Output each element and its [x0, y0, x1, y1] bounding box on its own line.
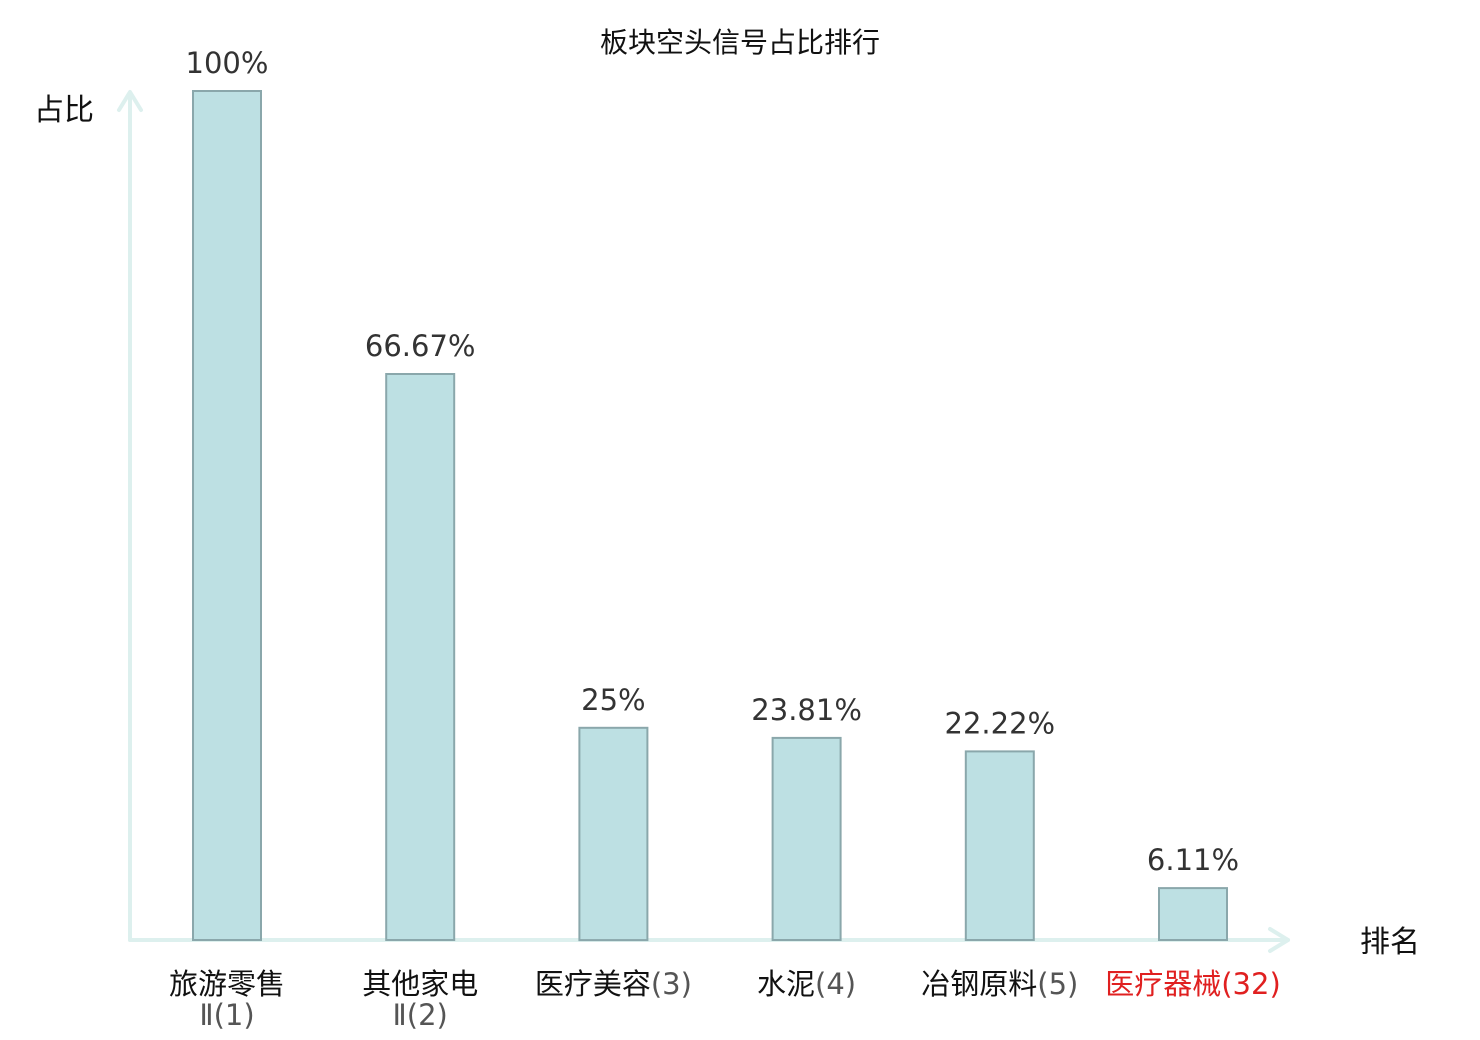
bars-group: [192, 90, 1228, 942]
category-label: 冶钢原料(5): [921, 967, 1078, 1001]
category-name: 医疗美容: [535, 967, 651, 1001]
bar-value-label: 66.67%: [365, 329, 476, 363]
bar: [1158, 887, 1228, 941]
category-label: 水泥(4): [757, 967, 856, 1001]
axes: [117, 90, 1290, 953]
bar-value-label: 6.11%: [1147, 843, 1239, 877]
category-rank: (4): [815, 967, 856, 1001]
category-name: 水泥: [757, 967, 815, 1001]
y-axis-arrow-icon: [117, 90, 143, 112]
category-label: 其他家电: [362, 967, 478, 1001]
bar: [964, 750, 1035, 942]
bar-value-label: 25%: [581, 683, 645, 717]
category-rank: (5): [1037, 967, 1078, 1001]
category-label: 医疗器械(32): [1105, 967, 1281, 1001]
bar: [578, 726, 649, 942]
category-rank: (3): [651, 967, 692, 1001]
y-axis-label: 占比: [34, 93, 94, 128]
category-label: 医疗美容(3): [535, 967, 692, 1001]
category-name: 旅游零售: [169, 967, 285, 1001]
category-sub-label: Ⅱ(1): [199, 998, 254, 1032]
bar: [192, 90, 262, 941]
chart-title: 板块空头信号占比排行: [600, 26, 880, 59]
bar-value-label: 22.22%: [945, 706, 1056, 740]
bar-value-label: 23.81%: [751, 693, 862, 727]
category-sub-label: Ⅱ(2): [393, 998, 448, 1032]
bar: [385, 373, 456, 941]
category-name: 其他家电: [362, 967, 478, 1001]
x-axis-label: 排名: [1360, 925, 1420, 960]
value-labels-group: 100% 66.67% 25% 23.81% 22.22% 6.11%: [186, 46, 1240, 877]
category-label: 旅游零售: [169, 967, 285, 1001]
category-name: 医疗器械: [1105, 967, 1221, 1001]
x-axis-arrow-icon: [1268, 927, 1290, 953]
category-name: 冶钢原料: [921, 967, 1037, 1001]
category-rank: (32): [1221, 967, 1281, 1001]
bar-value-label: 100%: [186, 46, 269, 80]
bar: [771, 736, 842, 942]
